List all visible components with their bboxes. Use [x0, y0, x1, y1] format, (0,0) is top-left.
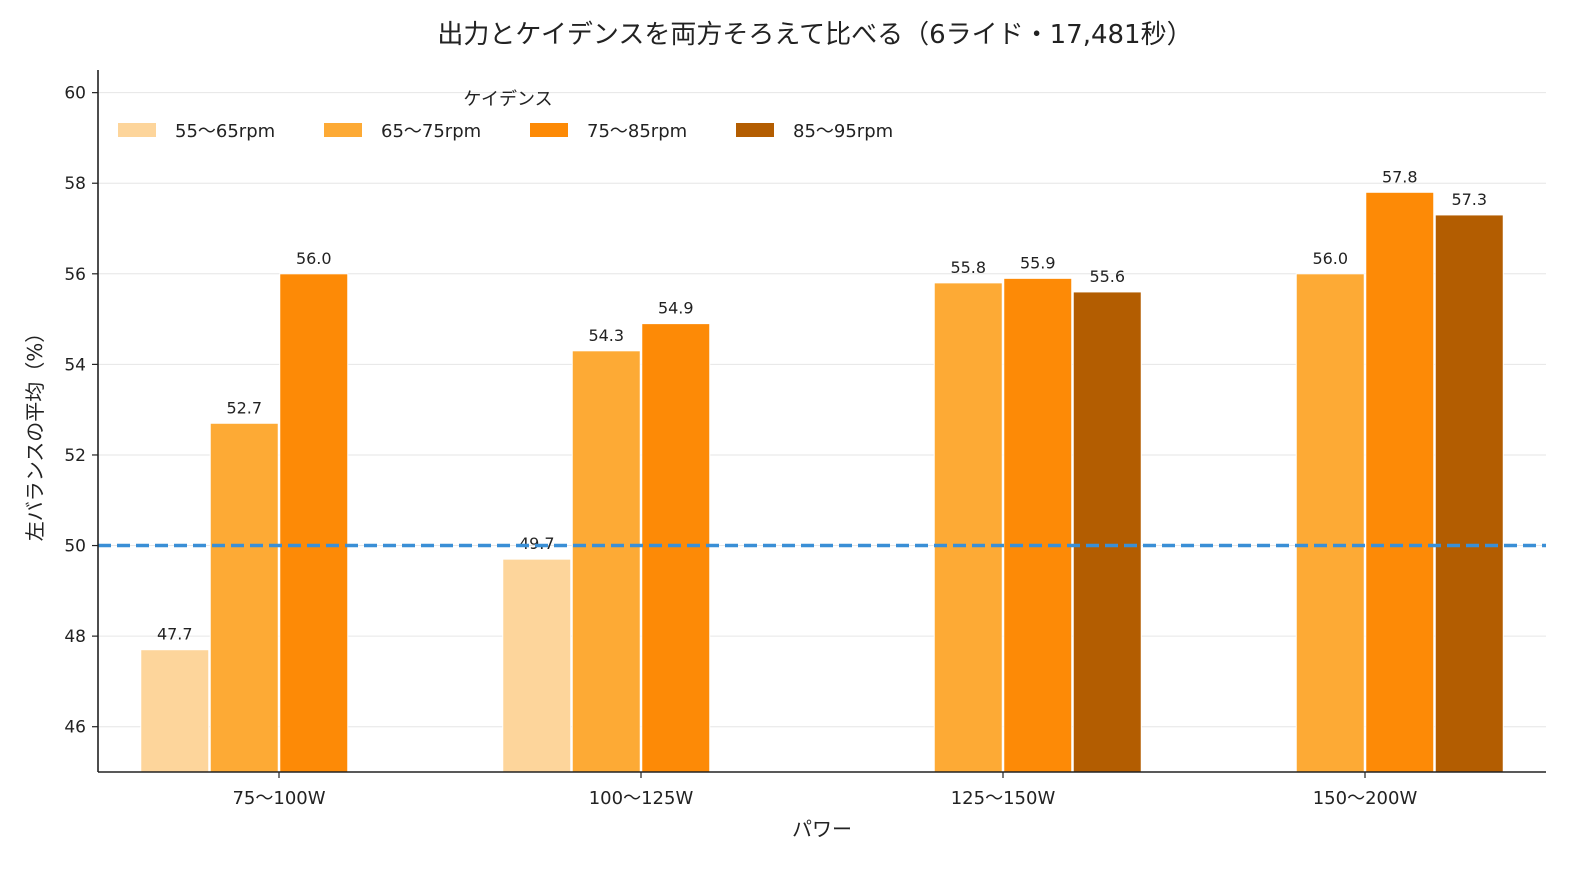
bar — [1365, 191, 1435, 773]
y-tick-label: 48 — [64, 627, 86, 647]
bar — [279, 273, 349, 773]
legend-label: 65〜75rpm — [381, 121, 481, 142]
data-label: 49.7 — [519, 534, 555, 553]
data-label: 55.8 — [950, 258, 986, 277]
y-tick-label: 54 — [64, 355, 86, 375]
data-label: 57.8 — [1382, 167, 1418, 186]
y-tick-label: 50 — [64, 537, 86, 557]
legend-label: 75〜85rpm — [587, 121, 687, 142]
bar — [1295, 273, 1365, 773]
data-label: 47.7 — [157, 625, 193, 644]
axes: 46 48 50 52 54 56 58 60 75〜100W 100〜125W 125〜150W 1… — [64, 70, 1546, 809]
x-tick-label: 125〜150W — [951, 788, 1056, 809]
legend: ケイデンス 55〜65rpm 65〜75rpm 75〜85rpm 85〜95rpm — [118, 89, 893, 142]
chart-title: 出力とケイデンスを両方そろえて比べる（6ライド・17,481秒） — [437, 20, 1192, 50]
data-label: 54.9 — [658, 299, 694, 318]
bar — [140, 649, 210, 773]
legend-title: ケイデンス — [463, 89, 552, 110]
bar — [1072, 291, 1142, 773]
y-tick-label: 46 — [64, 718, 86, 738]
legend-swatch — [324, 123, 362, 137]
bar — [1434, 214, 1504, 773]
legend-label: 55〜65rpm — [175, 121, 275, 142]
y-tick-label: 58 — [64, 174, 86, 194]
x-tick-label: 100〜125W — [589, 788, 694, 809]
bar — [209, 422, 279, 773]
y-tick-label: 60 — [64, 84, 86, 104]
legend-swatch — [530, 123, 568, 137]
data-label: 52.7 — [226, 398, 262, 417]
data-label: 56.0 — [1312, 249, 1348, 268]
y-axis-title: 左バランスの平均（%） — [23, 323, 47, 542]
data-label: 57.3 — [1451, 190, 1487, 209]
y-tick-label: 52 — [64, 446, 86, 466]
bar — [502, 558, 572, 773]
bar — [571, 350, 641, 773]
x-axis-title: パワー — [792, 817, 852, 841]
data-label: 56.0 — [296, 249, 332, 268]
legend-swatch — [736, 123, 774, 137]
legend-swatch — [118, 123, 156, 137]
data-label: 55.9 — [1020, 253, 1056, 272]
bars — [140, 191, 1504, 773]
y-tick-label: 56 — [64, 265, 86, 285]
bar — [933, 282, 1003, 773]
data-labels: 47.7 52.7 56.0 49.7 54.3 54.9 55.8 55.9 55.6 56.0… — [157, 167, 1487, 643]
bar — [641, 323, 711, 773]
data-label: 55.6 — [1089, 267, 1125, 286]
bar — [1003, 277, 1073, 773]
x-tick-label: 150〜200W — [1313, 788, 1418, 809]
data-label: 54.3 — [588, 326, 624, 345]
legend-label: 85〜95rpm — [793, 121, 893, 142]
x-tick-label: 75〜100W — [232, 788, 325, 809]
